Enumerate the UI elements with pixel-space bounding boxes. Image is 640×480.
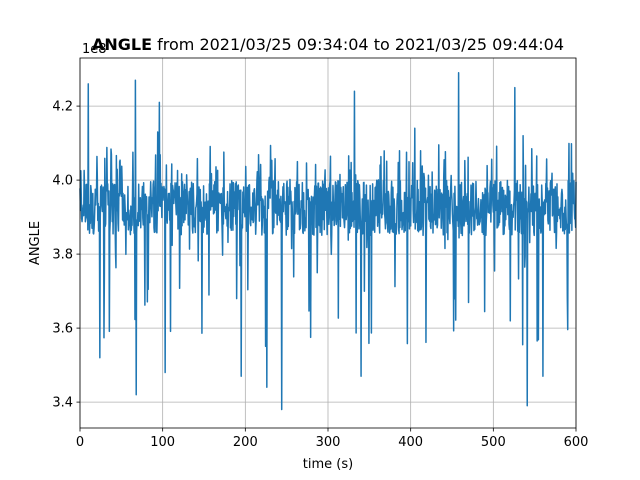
y-axis-label: ANGLE — [28, 221, 43, 265]
x-tick-label: 300 — [316, 435, 341, 450]
y-tick-label: 3.4 — [52, 396, 73, 411]
series-layer — [79, 72, 577, 411]
chart-title: ANGLE from 2021/03/25 09:34:04 to 2021/0… — [92, 35, 564, 54]
x-tick-label: 400 — [398, 435, 423, 450]
title-bold-part: ANGLE — [92, 35, 152, 54]
x-tick-label: 600 — [564, 435, 589, 450]
y-tick-label: 3.8 — [52, 248, 73, 263]
y-tick-label: 3.6 — [52, 322, 73, 337]
x-tick-label: 500 — [481, 435, 506, 450]
angle-series-line — [79, 72, 577, 411]
y-offset-text: 1e8 — [82, 42, 107, 57]
title-rest-part: from 2021/03/25 09:34:04 to 2021/03/25 0… — [152, 35, 564, 54]
ticks: 0 100 200 300 400 500 600 3.4 3.6 3.8 4.0 4.2 — [52, 100, 588, 450]
y-tick-label: 4.2 — [52, 100, 73, 115]
y-tick-label: 4.0 — [52, 174, 73, 189]
x-axis-label: time (s) — [303, 457, 353, 472]
x-tick-label: 200 — [233, 435, 258, 450]
grid — [79, 58, 577, 428]
x-tick-label: 0 — [76, 435, 84, 450]
x-tick-label: 100 — [150, 435, 175, 450]
